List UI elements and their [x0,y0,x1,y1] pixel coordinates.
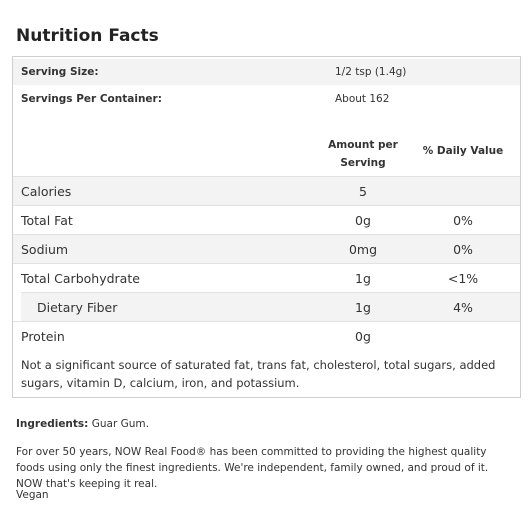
column-header: % Daily Value [422,145,504,157]
note: Not a significant source of saturated fa… [21,358,496,390]
value: About 162 [335,93,390,105]
column-header: Amount per Serving [328,139,398,169]
table-row: Calories 5 [13,176,520,205]
nutrient: Total Fat [21,213,73,228]
amount: 5 [359,184,367,199]
title: Nutrition Facts [16,26,159,46]
table-row: Total Fat 0g 0% [13,205,520,234]
nutrient: Total Carbohydrate [21,271,140,286]
daily-value: <1% [447,271,479,286]
nutrient: Dietary Fiber [37,300,118,315]
table-row: Sodium 0mg 0% [13,234,520,263]
nutrient: Calories [21,184,72,199]
ingredients-label: Ingredients: [16,418,89,430]
amount: 0g [355,213,371,228]
nutrient: Protein [21,329,65,344]
about-text: For over 50 years, NOW Real Food® has be… [16,446,489,490]
value: 1/2 tsp (1.4g) [335,66,407,78]
ingredients: Ingredients: Guar Gum. [16,416,516,432]
daily-value: 0% [453,213,473,228]
daily-value: 4% [453,300,473,315]
vegan: Vegan [16,489,49,501]
amount: 1g [355,271,371,286]
table-header: Amount per Serving % Daily Value [13,134,520,174]
label: Servings Per Container: [21,93,162,105]
amount: 1g [355,300,371,315]
serving-row: Serving Size: 1/2 tsp (1.4g) [13,59,520,85]
table-row: Dietary Fiber 1g 4% [21,292,520,321]
ingredients-text: Guar Gum. [91,418,149,430]
nutrient: Sodium [21,242,69,257]
servings-row: Servings Per Container: About 162 [13,86,520,112]
panel [12,56,521,398]
table-row: Total Carbohydrate 1g <1% [13,263,520,292]
table-row: Protein 0g [13,321,520,350]
amount: 0mg [348,242,378,257]
daily-value: 0% [453,242,473,257]
amount: 0g [355,329,371,344]
label: Serving Size: [21,66,99,78]
